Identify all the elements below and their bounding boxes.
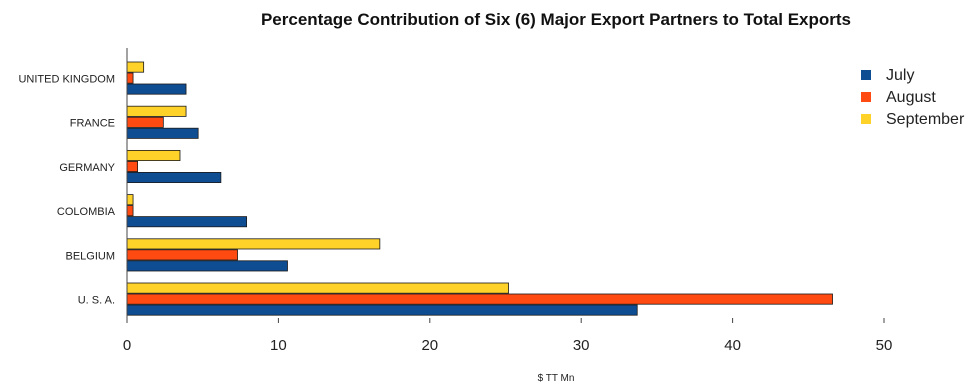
bar-september-5 [126, 282, 509, 294]
x-tick-label: 10 [270, 337, 287, 354]
bar-july-3 [126, 216, 248, 228]
x-tick-label: 0 [123, 337, 131, 354]
legend-swatch-september [861, 114, 871, 124]
x-tick-labels: 0 10 20 30 40 50 [123, 337, 893, 354]
legend: July August September [861, 67, 965, 128]
category-label: U. S. A. [78, 295, 115, 307]
bar-september-2 [126, 149, 181, 161]
bars-group [126, 61, 833, 316]
legend-label-july: July [886, 67, 914, 84]
category-label: GERMANY [59, 162, 115, 174]
x-tick-label: 40 [724, 337, 741, 354]
category-label: UNITED KINGDOM [18, 74, 115, 86]
bar-september-0 [126, 61, 145, 73]
legend-label-september: September [886, 111, 965, 128]
bar-july-0 [126, 83, 187, 95]
bar-july-1 [126, 127, 199, 139]
bar-august-5 [126, 293, 833, 305]
bar-august-4 [126, 249, 238, 261]
x-tick-label: 20 [421, 337, 438, 354]
bar-september-4 [126, 238, 381, 250]
x-tick-label: 50 [876, 337, 893, 354]
bar-august-2 [126, 160, 138, 172]
bar-july-2 [126, 171, 222, 183]
category-label: FRANCE [70, 118, 115, 130]
bar-august-0 [126, 72, 134, 84]
x-tick-label: 30 [573, 337, 590, 354]
legend-label-august: August [886, 89, 936, 106]
legend-swatch-august [861, 92, 871, 102]
category-label: COLOMBIA [57, 206, 116, 218]
bar-september-3 [126, 194, 134, 206]
bar-september-1 [126, 105, 187, 117]
category-label: BELGIUM [65, 250, 115, 262]
bar-august-1 [126, 116, 164, 128]
bar-july-4 [126, 260, 288, 272]
bar-august-3 [126, 205, 134, 217]
x-axis-label: $ TT Mn [538, 373, 575, 384]
bar-july-5 [126, 304, 638, 316]
legend-swatch-july [861, 70, 871, 80]
chart-title: Percentage Contribution of Six (6) Major… [261, 10, 851, 29]
axis-group [126, 48, 885, 323]
category-labels: UNITED KINGDOM FRANCE GERMANY COLOMBIA BELGI… [18, 74, 115, 307]
